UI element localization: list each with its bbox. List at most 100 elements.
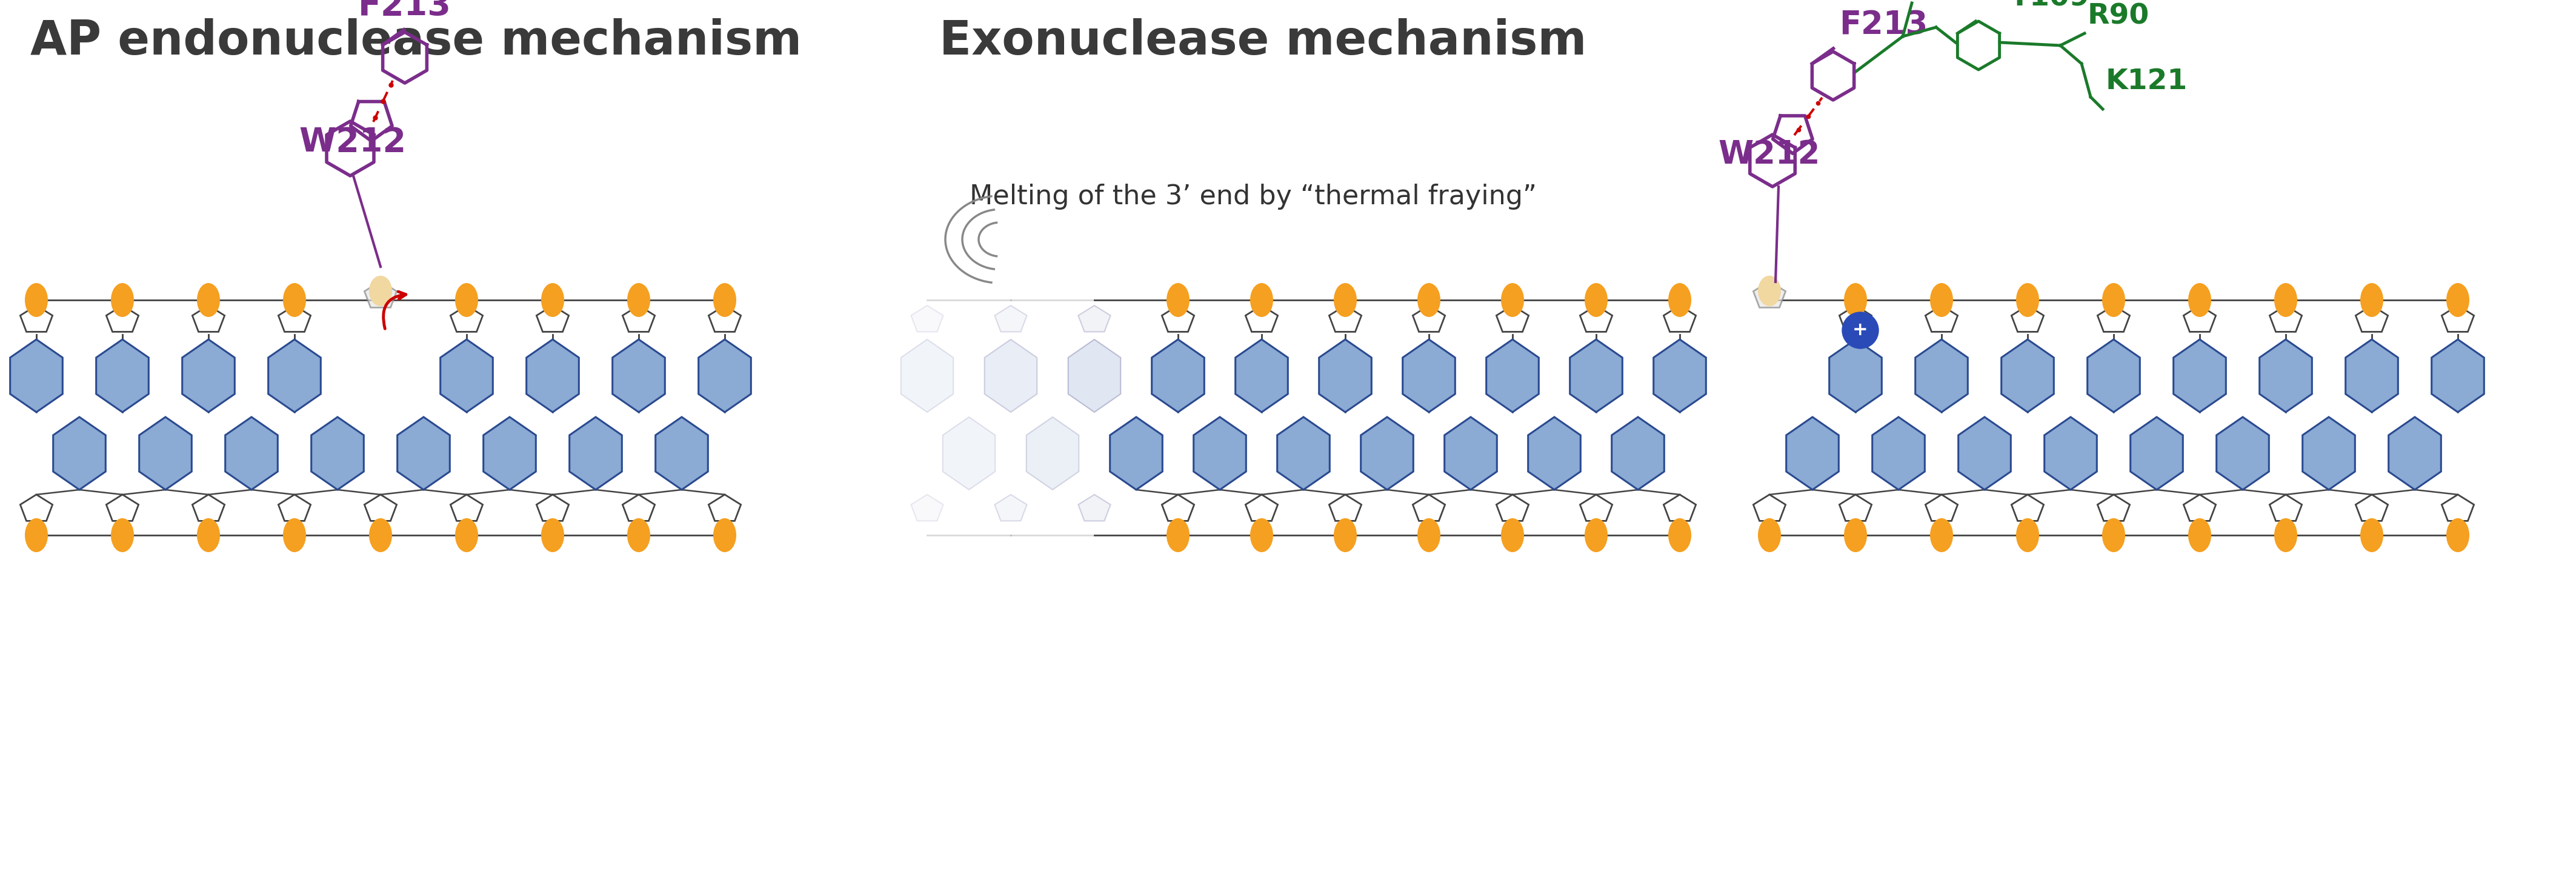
Polygon shape bbox=[1873, 417, 1924, 490]
Ellipse shape bbox=[2447, 519, 2470, 552]
Ellipse shape bbox=[2017, 519, 2040, 552]
Ellipse shape bbox=[541, 519, 564, 552]
Ellipse shape bbox=[1844, 283, 1868, 317]
Text: W212: W212 bbox=[1718, 139, 1821, 171]
Ellipse shape bbox=[2360, 519, 2383, 552]
Polygon shape bbox=[363, 282, 397, 308]
Polygon shape bbox=[2442, 306, 2473, 332]
Text: +: + bbox=[1852, 322, 1868, 339]
Ellipse shape bbox=[2017, 283, 2040, 317]
FancyArrowPatch shape bbox=[384, 291, 407, 329]
Ellipse shape bbox=[26, 519, 49, 552]
Text: F213: F213 bbox=[358, 0, 451, 22]
Ellipse shape bbox=[1757, 519, 1780, 552]
Ellipse shape bbox=[1669, 519, 1692, 552]
Polygon shape bbox=[1236, 340, 1288, 412]
Ellipse shape bbox=[111, 283, 134, 317]
Polygon shape bbox=[1329, 494, 1360, 521]
Ellipse shape bbox=[283, 283, 307, 317]
Polygon shape bbox=[912, 306, 943, 332]
Polygon shape bbox=[1193, 417, 1247, 490]
Polygon shape bbox=[224, 417, 278, 490]
Polygon shape bbox=[451, 306, 482, 332]
Polygon shape bbox=[613, 340, 665, 412]
Polygon shape bbox=[623, 306, 654, 332]
Polygon shape bbox=[708, 494, 742, 521]
Polygon shape bbox=[1162, 494, 1195, 521]
Polygon shape bbox=[2442, 494, 2473, 521]
Ellipse shape bbox=[1502, 283, 1525, 317]
Polygon shape bbox=[536, 494, 569, 521]
Polygon shape bbox=[1664, 306, 1695, 332]
Ellipse shape bbox=[2187, 519, 2210, 552]
Polygon shape bbox=[1278, 417, 1329, 490]
Ellipse shape bbox=[456, 283, 479, 317]
Text: W212: W212 bbox=[299, 126, 407, 159]
Ellipse shape bbox=[1417, 283, 1440, 317]
Polygon shape bbox=[1025, 417, 1079, 490]
Polygon shape bbox=[994, 306, 1028, 332]
Polygon shape bbox=[708, 306, 742, 332]
Polygon shape bbox=[912, 494, 943, 521]
Ellipse shape bbox=[2447, 283, 2470, 317]
Ellipse shape bbox=[714, 519, 737, 552]
Polygon shape bbox=[2130, 417, 2182, 490]
Ellipse shape bbox=[283, 519, 307, 552]
Polygon shape bbox=[440, 340, 492, 412]
Polygon shape bbox=[2087, 340, 2141, 412]
Polygon shape bbox=[1917, 340, 1968, 412]
Ellipse shape bbox=[196, 519, 219, 552]
Polygon shape bbox=[397, 417, 451, 490]
Ellipse shape bbox=[1249, 283, 1273, 317]
Ellipse shape bbox=[626, 519, 649, 552]
Polygon shape bbox=[943, 417, 994, 490]
Polygon shape bbox=[54, 417, 106, 490]
Ellipse shape bbox=[2102, 283, 2125, 317]
Polygon shape bbox=[2388, 417, 2442, 490]
Ellipse shape bbox=[1757, 275, 1780, 307]
Ellipse shape bbox=[196, 283, 219, 317]
Polygon shape bbox=[1579, 494, 1613, 521]
Polygon shape bbox=[278, 494, 312, 521]
Ellipse shape bbox=[1334, 283, 1358, 317]
Text: K121: K121 bbox=[2105, 68, 2187, 96]
Polygon shape bbox=[2045, 417, 2097, 490]
Ellipse shape bbox=[2187, 283, 2210, 317]
Circle shape bbox=[1842, 312, 1878, 349]
Polygon shape bbox=[654, 417, 708, 490]
Polygon shape bbox=[139, 417, 191, 490]
Polygon shape bbox=[536, 306, 569, 332]
Polygon shape bbox=[2347, 340, 2398, 412]
Polygon shape bbox=[1247, 306, 1278, 332]
Ellipse shape bbox=[541, 283, 564, 317]
Ellipse shape bbox=[1502, 519, 1525, 552]
Ellipse shape bbox=[1334, 519, 1358, 552]
Polygon shape bbox=[2269, 494, 2303, 521]
Polygon shape bbox=[1829, 340, 1880, 412]
Polygon shape bbox=[1412, 494, 1445, 521]
Polygon shape bbox=[902, 340, 953, 412]
Polygon shape bbox=[1497, 306, 1528, 332]
Polygon shape bbox=[183, 340, 234, 412]
Polygon shape bbox=[95, 340, 149, 412]
Polygon shape bbox=[2184, 494, 2215, 521]
Polygon shape bbox=[193, 494, 224, 521]
Ellipse shape bbox=[1584, 283, 1607, 317]
Polygon shape bbox=[2215, 417, 2269, 490]
Ellipse shape bbox=[1417, 519, 1440, 552]
Ellipse shape bbox=[2275, 519, 2298, 552]
Polygon shape bbox=[1754, 282, 1785, 308]
Polygon shape bbox=[2174, 340, 2226, 412]
Polygon shape bbox=[1486, 340, 1538, 412]
Polygon shape bbox=[2097, 494, 2130, 521]
Polygon shape bbox=[2354, 306, 2388, 332]
Polygon shape bbox=[268, 340, 322, 412]
Polygon shape bbox=[1247, 494, 1278, 521]
Ellipse shape bbox=[2275, 283, 2298, 317]
Polygon shape bbox=[1162, 306, 1195, 332]
Polygon shape bbox=[1785, 417, 1839, 490]
Polygon shape bbox=[193, 306, 224, 332]
Text: Melting of the 3’ end by “thermal fraying”: Melting of the 3’ end by “thermal frayin… bbox=[969, 184, 1538, 210]
Ellipse shape bbox=[1844, 519, 1868, 552]
Polygon shape bbox=[1329, 306, 1360, 332]
